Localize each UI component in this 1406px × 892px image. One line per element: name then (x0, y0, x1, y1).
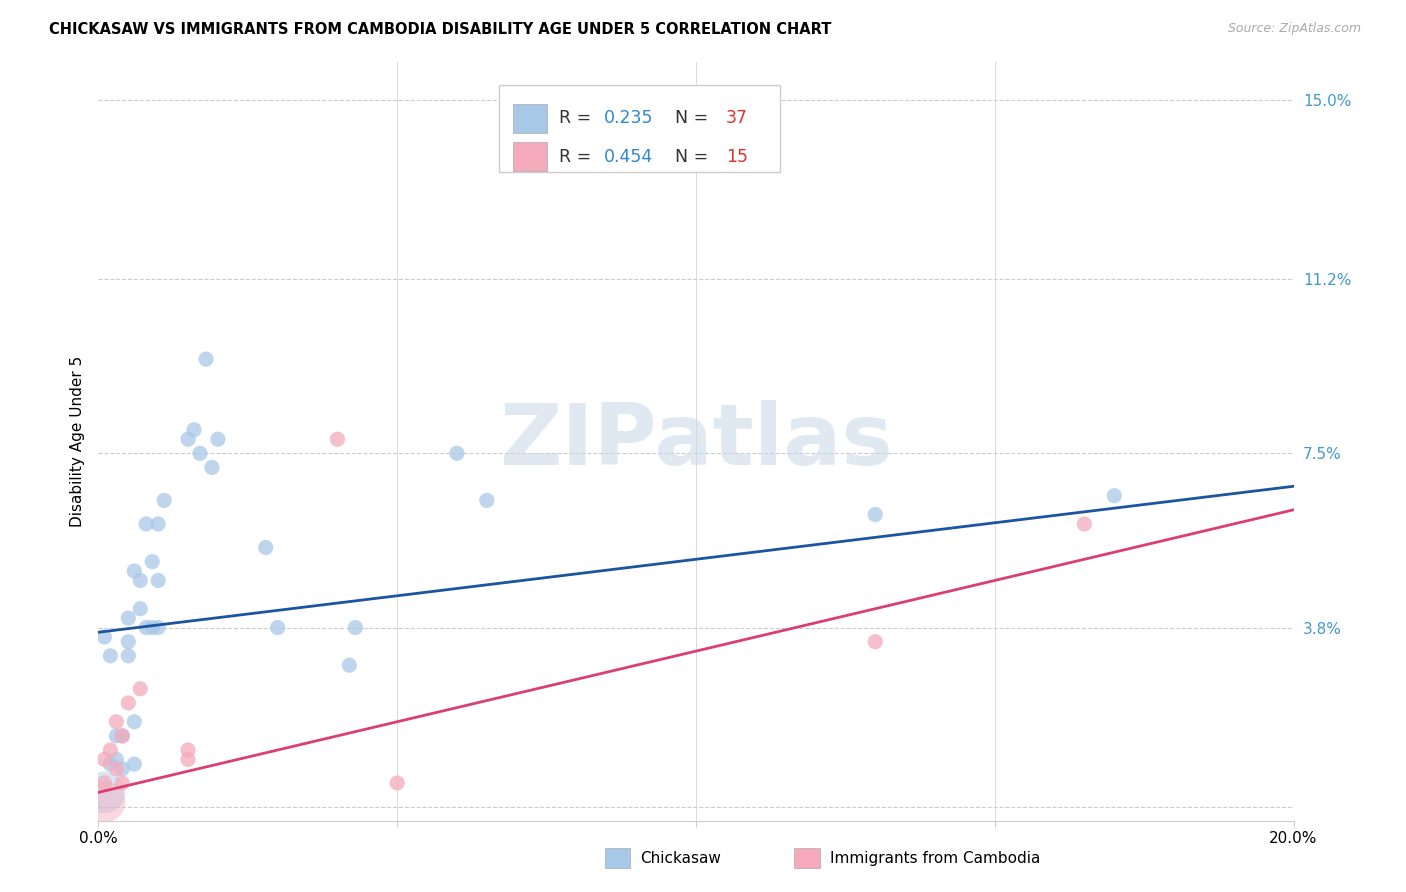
Point (475, 493, 498, 508)
Point (98, 757, 122, 772)
FancyBboxPatch shape (513, 143, 547, 171)
Point (326, 432, 349, 446)
Text: 0.235: 0.235 (605, 110, 654, 128)
Text: 0.454: 0.454 (605, 148, 654, 166)
Point (141, 555, 163, 569)
Point (105, 729, 128, 743)
Point (98, 648, 122, 663)
Point (141, 621, 163, 635)
Point (148, 516, 170, 531)
Point (129, 601, 152, 615)
Point (93, 795, 115, 809)
Point (339, 658, 361, 673)
Point (177, 743, 200, 757)
Point (153, 493, 176, 508)
FancyBboxPatch shape (513, 103, 547, 133)
Y-axis label: Disability Age Under 5: Disability Age Under 5 (69, 356, 84, 527)
Point (105, 714, 128, 729)
Point (111, 776, 134, 790)
Text: 37: 37 (725, 110, 748, 128)
Text: Chickasaw: Chickasaw (640, 851, 721, 865)
Point (117, 648, 139, 663)
FancyBboxPatch shape (499, 85, 780, 172)
FancyBboxPatch shape (794, 848, 820, 868)
Point (865, 634, 887, 648)
Text: R =: R = (558, 110, 596, 128)
Text: R =: R = (558, 148, 596, 166)
Point (177, 432, 200, 446)
Point (183, 423, 205, 437)
Point (135, 516, 157, 531)
Point (1104, 489, 1126, 503)
Point (135, 621, 157, 635)
Point (124, 564, 146, 578)
Point (111, 729, 134, 743)
Point (129, 574, 152, 588)
Point (117, 611, 139, 625)
Point (117, 696, 139, 710)
Point (207, 432, 229, 446)
Point (148, 621, 170, 635)
Text: N =: N = (664, 148, 713, 166)
Point (105, 752, 128, 766)
Text: Immigrants from Cambodia: Immigrants from Cambodia (830, 851, 1040, 865)
Point (267, 621, 290, 635)
Point (93, 752, 115, 766)
Text: 15: 15 (725, 148, 748, 166)
Point (93, 785, 115, 799)
Point (98, 743, 122, 757)
Point (124, 714, 146, 729)
Point (93, 776, 115, 790)
Point (111, 762, 134, 776)
FancyBboxPatch shape (605, 848, 630, 868)
Point (129, 681, 152, 696)
Point (446, 446, 468, 460)
Text: ZIPatlas: ZIPatlas (499, 400, 893, 483)
Point (385, 776, 409, 790)
Text: Source: ZipAtlas.com: Source: ZipAtlas.com (1227, 22, 1361, 36)
Point (344, 621, 367, 635)
Point (148, 574, 170, 588)
Point (93, 630, 115, 644)
Point (195, 352, 218, 367)
Point (1073, 516, 1095, 531)
Text: N =: N = (664, 110, 713, 128)
Point (105, 762, 128, 776)
Point (865, 508, 887, 522)
Point (111, 729, 134, 743)
Point (124, 757, 146, 772)
Point (188, 446, 211, 460)
Point (117, 634, 139, 648)
Text: CHICKASAW VS IMMIGRANTS FROM CAMBODIA DISABILITY AGE UNDER 5 CORRELATION CHART: CHICKASAW VS IMMIGRANTS FROM CAMBODIA DI… (49, 22, 831, 37)
Point (254, 541, 277, 555)
Point (177, 752, 200, 766)
Point (201, 460, 224, 475)
